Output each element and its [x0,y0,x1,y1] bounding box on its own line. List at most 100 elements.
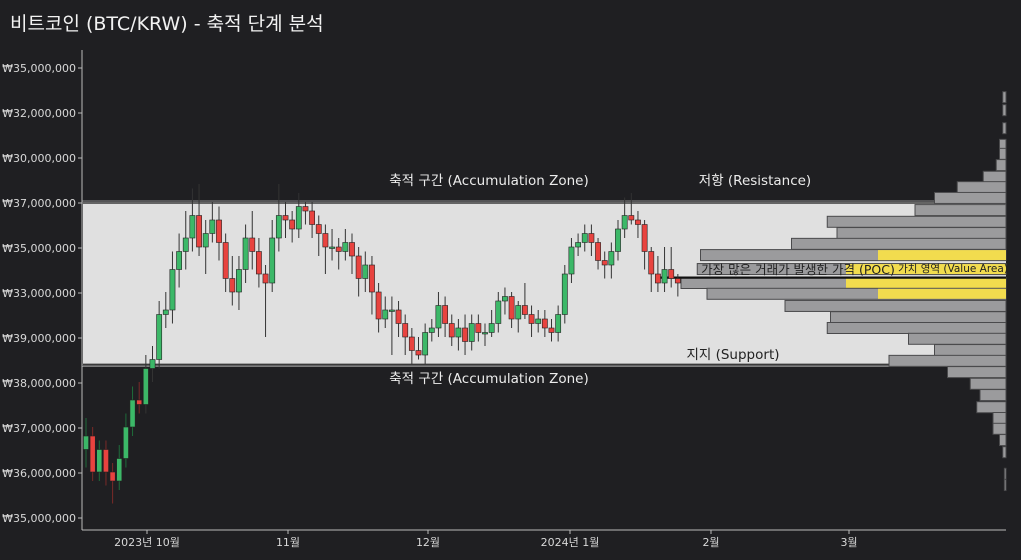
candle-body [83,435,89,450]
profile-bar [1002,104,1007,117]
candle-body [176,251,182,270]
profile-bar [826,215,1007,228]
profile-bar [992,422,1007,435]
candle-body [661,269,668,284]
candle-body [648,251,655,275]
candle-body [103,449,109,473]
candle-body [355,255,362,279]
candle-body [289,219,296,230]
candle-body [508,296,515,320]
candle-body [408,336,415,351]
candle-body [595,242,601,261]
candle-body [455,327,462,338]
axes: ₩35,000,000 ₩32,000,000 ₩30,000,000 ₩37,000… [2,50,1006,549]
candle-body [362,264,369,279]
candle-body [189,215,196,239]
candle-body [428,327,435,333]
candle-body [575,242,581,248]
value-area-segment [846,264,1006,275]
candle-body [116,458,123,482]
value-area-segment [846,278,1006,288]
candle-body [502,296,508,302]
zone-bottom-label: 축적 구간 (Accumulation Zone) [389,371,588,387]
candle-body [448,323,455,338]
poc-label: 가장 많은 거래가 발생한 가격 (POC) [701,262,895,277]
candle-body [415,350,422,356]
candle-body [548,327,555,333]
candle-body [601,260,608,266]
candle-body [162,309,169,315]
candle-body [262,273,269,284]
candle-body [654,273,661,284]
candle-body [342,242,349,252]
candle-body [349,242,355,257]
candle-body [515,305,522,320]
candle-body [255,251,262,275]
value-area-segment [878,288,1006,299]
candles [83,184,681,504]
candle-body [375,291,382,320]
chart-title: 비트코인 (BTC/KRW) - 축적 단계 분석 [10,13,324,35]
profile-bar [1003,479,1007,492]
y-tick-label: ₩35,000,000 [2,242,76,255]
value-area-segment [878,250,1006,261]
candle-body [468,323,475,342]
candle-body [295,206,302,230]
y-tick-label: ₩35,000,000 [2,512,76,525]
candle-body [628,215,635,221]
profile-bar [791,237,1007,250]
zone-top-label: 축적 구간 (Accumulation Zone) [389,173,588,189]
candle-body [209,219,216,234]
candle-body [182,237,189,252]
candle-body [568,246,575,275]
profile-bar [1002,446,1007,459]
candle-body [123,426,129,459]
candle-body [521,305,528,315]
profile-bar [836,227,1007,240]
y-tick-label: ₩37,000,000 [2,422,76,435]
y-tick-label: ₩32,000,000 [2,107,76,120]
candle-body [269,237,276,284]
profile-bar [982,170,1007,183]
candle-body [535,318,542,324]
candle-body [588,233,595,243]
candle-body [395,309,402,324]
candle-body [249,237,256,252]
candle-body [388,309,395,312]
candle-body [488,323,495,333]
y-tick-label: ₩30,000,000 [2,152,76,165]
y-tick-label: ₩37,000,000 [2,197,76,210]
x-tick-label: 11월 [276,536,300,549]
candle-body [581,233,588,243]
profile-bar [888,354,1007,367]
profile-bar [979,389,1007,402]
candle-body [475,323,482,333]
candle-body [242,237,249,270]
candle-body [149,359,156,369]
candle-body [302,206,309,212]
candle-body [555,314,562,333]
candle-body [222,242,229,279]
candle-body [641,224,648,252]
candle-body [561,273,568,315]
candle-body [282,215,289,221]
profile-bar [992,412,1007,424]
value-area-label: 가치 영역 (Value Area) [898,263,1008,275]
candle-body [482,332,488,335]
candle-body [621,215,628,230]
candle-body [129,399,136,428]
profile-bar [830,311,1007,324]
candle-body [495,300,502,324]
candle-body [635,219,641,225]
candle-body [329,246,335,249]
candle-body [315,224,322,234]
candle-body [435,305,442,329]
candle-body [275,215,282,239]
candle-body [615,228,621,252]
profile-bar [999,434,1007,447]
candle-body [462,327,468,342]
volume-profile [655,91,1007,492]
candle-body [169,269,176,311]
candle-body [369,264,375,293]
